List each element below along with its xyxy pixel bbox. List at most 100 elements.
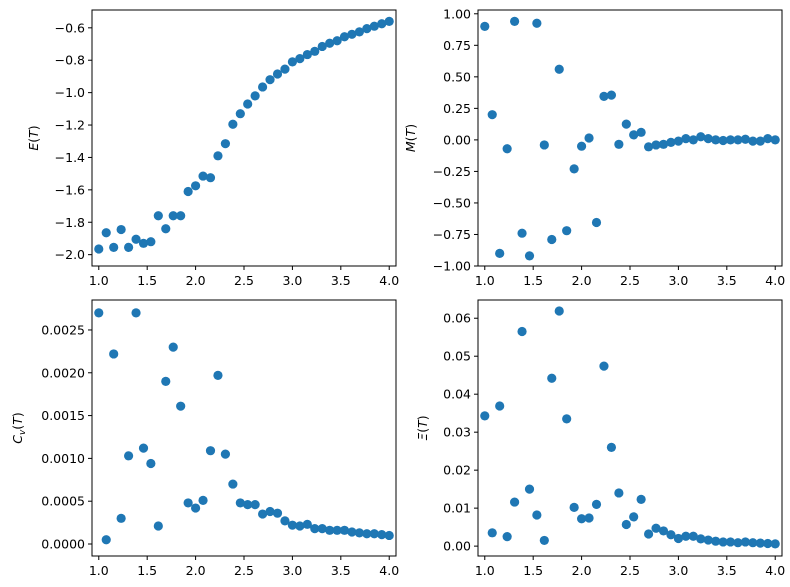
- data-point: [295, 521, 305, 531]
- data-point: [495, 248, 505, 258]
- data-point: [569, 164, 579, 174]
- data-point: [666, 530, 676, 540]
- y-tick-label: 0.00: [443, 539, 471, 554]
- x-tick-label: 2.5: [234, 273, 254, 288]
- data-point: [599, 91, 609, 101]
- data-point: [354, 528, 364, 538]
- x-tick-label: 3.0: [668, 273, 688, 288]
- data-point: [569, 502, 579, 512]
- data-point: [509, 497, 520, 507]
- scatter-series: [94, 16, 394, 254]
- data-point: [539, 535, 549, 546]
- data-point: [205, 173, 216, 183]
- y-tick-label: 0.75: [443, 38, 471, 53]
- x-tick-label: 4.0: [379, 273, 399, 288]
- data-point: [257, 82, 268, 92]
- data-point: [547, 234, 557, 245]
- axes-frame: [91, 9, 397, 267]
- data-point: [280, 516, 290, 526]
- data-point: [146, 458, 156, 469]
- y-tick-label: −1.6: [55, 182, 85, 197]
- y-tick-label: 0.00: [443, 132, 471, 147]
- data-point: [362, 24, 372, 34]
- y-axis: −1.00 −0.75 −0.50 −0.25 0.00 0.25 0.50 0.75 1.00: [433, 6, 478, 274]
- x-tick-label: 1.0: [475, 563, 495, 578]
- data-point: [725, 537, 736, 547]
- x-tick-label: 2.5: [620, 273, 640, 288]
- y-tick-label: 0.25: [443, 101, 471, 116]
- data-point: [198, 495, 208, 505]
- y-tick-label: 0.0025: [41, 322, 85, 337]
- data-point: [502, 144, 512, 154]
- data-point: [591, 499, 602, 509]
- y-tick-label: 0.0000: [41, 537, 85, 552]
- data-point: [153, 211, 163, 221]
- data-point: [725, 135, 736, 145]
- data-point: [681, 531, 691, 541]
- data-point: [562, 226, 572, 236]
- data-point: [124, 451, 134, 461]
- data-point: [280, 64, 290, 74]
- data-point: [384, 530, 394, 541]
- data-point: [310, 46, 320, 56]
- y-tick-label: 0.05: [443, 349, 471, 364]
- data-point: [681, 134, 691, 144]
- data-point: [332, 525, 342, 535]
- data-point: [265, 506, 275, 517]
- data-point: [369, 529, 379, 539]
- data-point: [733, 538, 743, 548]
- x-tick-label: 2.0: [572, 563, 592, 578]
- data-point: [243, 99, 253, 109]
- data-point: [272, 69, 283, 79]
- data-point: [763, 538, 773, 549]
- y-axis: 0.00 0.01 0.02 0.03 0.04 0.05 0.06: [443, 311, 478, 554]
- data-point: [183, 498, 193, 508]
- y-tick-label: 0.01: [443, 501, 471, 516]
- data-point: [643, 529, 654, 539]
- data-point: [116, 224, 126, 235]
- data-point: [748, 136, 758, 146]
- data-point: [517, 326, 527, 337]
- data-point: [161, 376, 171, 386]
- data-point: [606, 442, 617, 452]
- data-point: [703, 535, 713, 545]
- x-tick-label: 3.0: [282, 273, 302, 288]
- data-point: [377, 19, 387, 29]
- data-point: [740, 134, 751, 144]
- x-tick-label: 2.5: [234, 563, 254, 578]
- data-point: [257, 509, 268, 519]
- data-point: [332, 36, 342, 46]
- data-point: [517, 228, 527, 238]
- y-tick-label: 0.06: [443, 311, 471, 326]
- x-tick-label: 2.5: [620, 563, 640, 578]
- data-point: [138, 238, 149, 248]
- scatter-series: [94, 308, 394, 545]
- data-point: [116, 513, 126, 523]
- data-point: [205, 446, 216, 456]
- x-tick-label: 1.0: [89, 273, 109, 288]
- x-tick-label: 3.5: [331, 563, 351, 578]
- x-tick-label: 3.0: [668, 563, 688, 578]
- data-point: [770, 539, 780, 549]
- data-point: [532, 18, 542, 28]
- data-point: [317, 524, 327, 534]
- y-tick-label: −1.0: [55, 85, 85, 100]
- y-tick-label: 0.0015: [41, 408, 85, 423]
- x-axis: 1.0 1.5 2.0 2.5 3.0 3.5 4.0: [475, 266, 785, 288]
- data-point: [124, 242, 134, 252]
- y-tick-label: 0.0005: [41, 494, 85, 509]
- data-point: [643, 142, 654, 152]
- data-point: [614, 139, 624, 149]
- data-point: [562, 414, 572, 424]
- data-point: [183, 186, 193, 197]
- data-point: [480, 411, 490, 421]
- data-point: [658, 526, 669, 536]
- y-tick-label: 0.0010: [41, 451, 85, 466]
- data-point: [131, 234, 141, 244]
- data-point: [636, 127, 646, 137]
- y-axis: −2.0 −1.8 −1.6 −1.4 −1.2 −1.0 −0.8 −0.6: [55, 20, 92, 262]
- data-point: [190, 503, 201, 513]
- data-point: [711, 135, 721, 145]
- data-point: [384, 16, 394, 26]
- y-tick-label: −2.0: [55, 247, 85, 262]
